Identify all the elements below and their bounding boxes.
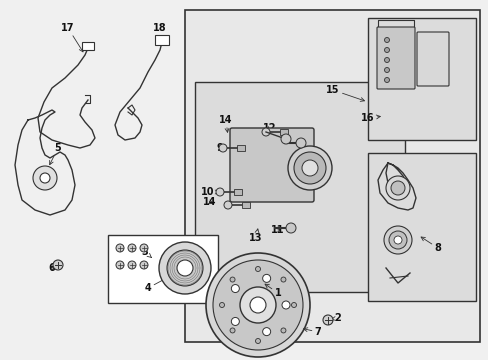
Text: 10: 10 bbox=[201, 187, 219, 197]
Text: 5: 5 bbox=[50, 143, 61, 165]
Circle shape bbox=[281, 277, 285, 282]
Circle shape bbox=[291, 302, 296, 307]
Circle shape bbox=[53, 260, 63, 270]
Circle shape bbox=[167, 250, 203, 286]
Circle shape bbox=[388, 231, 406, 249]
Circle shape bbox=[249, 297, 265, 313]
Circle shape bbox=[219, 144, 226, 152]
Bar bbox=[108, 235, 218, 303]
Text: 11: 11 bbox=[289, 149, 302, 185]
Circle shape bbox=[384, 68, 389, 72]
Bar bbox=[184, 10, 479, 342]
Circle shape bbox=[262, 274, 270, 282]
Circle shape bbox=[240, 287, 275, 323]
Text: 6: 6 bbox=[48, 263, 55, 273]
Circle shape bbox=[128, 261, 136, 269]
Circle shape bbox=[224, 201, 231, 209]
Text: 14: 14 bbox=[219, 115, 232, 132]
Text: 2: 2 bbox=[331, 313, 341, 323]
Bar bbox=[155, 35, 169, 45]
Circle shape bbox=[177, 260, 193, 276]
Text: 13: 13 bbox=[249, 229, 262, 243]
FancyBboxPatch shape bbox=[229, 128, 313, 202]
Text: 12: 12 bbox=[263, 123, 276, 133]
Circle shape bbox=[282, 301, 289, 309]
Bar bbox=[367, 153, 475, 301]
Text: 9: 9 bbox=[216, 143, 223, 153]
Text: 16: 16 bbox=[361, 113, 380, 123]
Circle shape bbox=[262, 128, 269, 136]
Circle shape bbox=[293, 152, 325, 184]
Bar bbox=[82, 42, 94, 50]
Circle shape bbox=[255, 266, 260, 271]
Text: 4: 4 bbox=[144, 274, 174, 293]
Circle shape bbox=[229, 277, 235, 282]
Circle shape bbox=[384, 77, 389, 82]
Circle shape bbox=[128, 244, 136, 252]
Circle shape bbox=[231, 318, 239, 325]
Text: 17: 17 bbox=[61, 23, 83, 52]
Text: 3: 3 bbox=[142, 247, 151, 257]
FancyBboxPatch shape bbox=[416, 32, 448, 86]
Bar bbox=[195, 82, 404, 292]
Circle shape bbox=[213, 260, 303, 350]
Text: 15: 15 bbox=[325, 85, 364, 102]
Circle shape bbox=[40, 173, 50, 183]
Circle shape bbox=[231, 284, 239, 293]
Circle shape bbox=[302, 160, 317, 176]
Circle shape bbox=[281, 328, 285, 333]
Bar bbox=[280, 129, 287, 135]
Circle shape bbox=[116, 261, 124, 269]
Circle shape bbox=[140, 261, 148, 269]
Bar bbox=[367, 18, 475, 140]
Circle shape bbox=[384, 58, 389, 63]
Bar bbox=[237, 145, 244, 151]
Circle shape bbox=[33, 166, 57, 190]
Text: 1: 1 bbox=[264, 284, 281, 298]
Circle shape bbox=[287, 146, 331, 190]
Bar bbox=[234, 189, 242, 195]
FancyBboxPatch shape bbox=[376, 27, 414, 89]
Text: 11: 11 bbox=[271, 225, 284, 235]
Circle shape bbox=[116, 244, 124, 252]
Text: 16: 16 bbox=[431, 66, 446, 83]
Circle shape bbox=[159, 242, 210, 294]
Circle shape bbox=[285, 223, 295, 233]
Text: 14: 14 bbox=[203, 197, 216, 207]
Circle shape bbox=[262, 328, 270, 336]
Circle shape bbox=[384, 48, 389, 53]
Circle shape bbox=[281, 134, 290, 144]
Circle shape bbox=[383, 226, 411, 254]
Circle shape bbox=[295, 138, 305, 148]
Circle shape bbox=[393, 236, 401, 244]
Circle shape bbox=[140, 244, 148, 252]
Circle shape bbox=[384, 37, 389, 42]
Bar bbox=[242, 202, 249, 208]
Text: 8: 8 bbox=[420, 237, 441, 253]
Circle shape bbox=[390, 181, 404, 195]
Text: 7: 7 bbox=[303, 327, 321, 337]
Circle shape bbox=[323, 315, 332, 325]
Circle shape bbox=[219, 302, 224, 307]
Circle shape bbox=[216, 188, 224, 196]
Circle shape bbox=[255, 338, 260, 343]
Text: 18: 18 bbox=[153, 23, 166, 42]
Circle shape bbox=[229, 328, 235, 333]
Circle shape bbox=[385, 176, 409, 200]
Circle shape bbox=[205, 253, 309, 357]
